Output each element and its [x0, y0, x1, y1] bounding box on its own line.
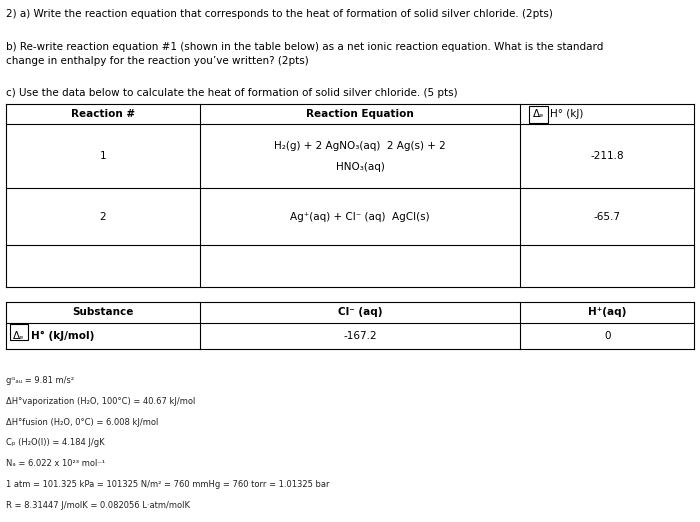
Text: b) Re-write reaction equation #1 (shown in the table below) as a net ionic react: b) Re-write reaction equation #1 (shown …	[6, 42, 603, 52]
Text: Reaction #: Reaction #	[71, 109, 135, 120]
Text: change in enthalpy for the reaction you’ve written? (2pts): change in enthalpy for the reaction you’…	[6, 56, 309, 66]
Text: Reaction Equation: Reaction Equation	[307, 109, 414, 120]
Text: Δₑ: Δₑ	[13, 330, 24, 341]
Text: ΔH°fusion (H₂O, 0°C) = 6.008 kJ/mol: ΔH°fusion (H₂O, 0°C) = 6.008 kJ/mol	[6, 418, 158, 426]
Text: 2: 2	[99, 211, 106, 222]
Text: -211.8: -211.8	[590, 151, 624, 161]
Text: 1 atm = 101.325 kPa = 101325 N/m² = 760 mmHg = 760 torr = 1.01325 bar: 1 atm = 101.325 kPa = 101325 N/m² = 760 …	[6, 480, 329, 489]
Text: HNO₃(aq): HNO₃(aq)	[336, 161, 384, 172]
Text: -65.7: -65.7	[594, 211, 621, 222]
Text: 0: 0	[604, 330, 610, 341]
Text: 1: 1	[99, 151, 106, 161]
Text: H° (kJ): H° (kJ)	[550, 109, 583, 120]
Text: Nₐ = 6.022 x 10²³ mol⁻¹: Nₐ = 6.022 x 10²³ mol⁻¹	[6, 459, 105, 468]
FancyBboxPatch shape	[528, 106, 548, 123]
Text: ΔH°vaporization (H₂O, 100°C) = 40.67 kJ/mol: ΔH°vaporization (H₂O, 100°C) = 40.67 kJ/…	[6, 397, 195, 406]
Text: 2) a) Write the reaction equation that corresponds to the heat of formation of s: 2) a) Write the reaction equation that c…	[6, 9, 552, 19]
Text: Δₑ: Δₑ	[533, 109, 544, 120]
Text: H° (kJ/mol): H° (kJ/mol)	[31, 330, 94, 341]
Text: R = 8.31447 J/molK = 0.082056 L·atm/molK: R = 8.31447 J/molK = 0.082056 L·atm/molK	[6, 501, 190, 510]
Text: Ag⁺(aq) + Cl⁻ (aq)  AgCl(s): Ag⁺(aq) + Cl⁻ (aq) AgCl(s)	[290, 211, 430, 222]
Text: Cl⁻ (aq): Cl⁻ (aq)	[338, 307, 382, 317]
Text: Substance: Substance	[72, 307, 134, 317]
Text: H⁺(aq): H⁺(aq)	[588, 307, 626, 317]
Text: Cₚ (H₂O(l)) = 4.184 J/gK: Cₚ (H₂O(l)) = 4.184 J/gK	[6, 438, 104, 447]
Text: gᴳₐᵤ = 9.81 m/s²: gᴳₐᵤ = 9.81 m/s²	[6, 376, 74, 385]
Text: -167.2: -167.2	[343, 330, 377, 341]
Text: c) Use the data below to calculate the heat of formation of solid silver chlorid: c) Use the data below to calculate the h…	[6, 88, 457, 98]
FancyBboxPatch shape	[10, 324, 28, 340]
Text: H₂(g) + 2 AgNO₃(aq)  2 Ag(s) + 2: H₂(g) + 2 AgNO₃(aq) 2 Ag(s) + 2	[274, 140, 446, 151]
